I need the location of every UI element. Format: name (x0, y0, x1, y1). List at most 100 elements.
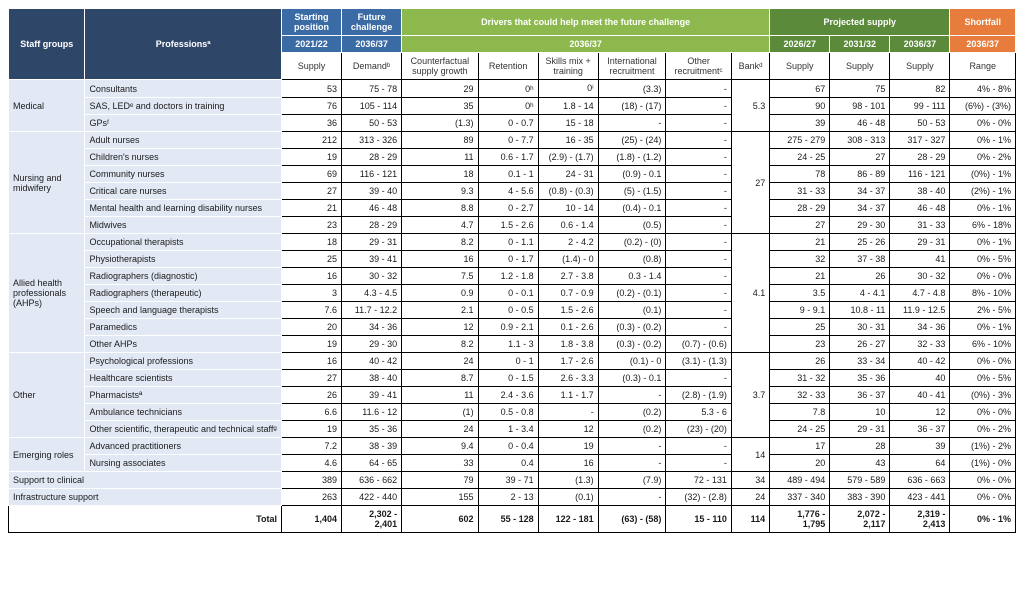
cell: 27 (282, 370, 342, 387)
cell: 0% - 2% (950, 421, 1016, 438)
sub-intl: International recruitment (598, 53, 666, 80)
table-row: OtherPsychological professions1640 - 422… (9, 353, 1016, 370)
cell: 29 - 31 (830, 421, 890, 438)
cell: 0% - 0% (950, 404, 1016, 421)
cell: 0 - 1 (478, 353, 538, 370)
cell: 18 (402, 166, 478, 183)
table-row: Other AHPs1929 - 308.21.1 - 31.8 - 3.8(0… (9, 336, 1016, 353)
cell: 114 (731, 506, 769, 533)
cell: 32 - 33 (890, 336, 950, 353)
cell: 43 (830, 455, 890, 472)
sub-supply: Supply (282, 53, 342, 80)
cell: 26 (770, 353, 830, 370)
cell: - (666, 268, 732, 285)
hdr-2021: 2021/22 (282, 36, 342, 53)
cell: 28 (830, 438, 890, 455)
cell: 23 (282, 217, 342, 234)
sub-supply31: Supply (830, 53, 890, 80)
cell: Radiographers (diagnostic) (85, 268, 282, 285)
cell: - (666, 132, 732, 149)
cell: 0ʰ (478, 80, 538, 98)
table-row: Children's nurses1928 - 29110.6 - 1.7(2.… (9, 149, 1016, 166)
cell: 4 - 4.1 (830, 285, 890, 302)
cell: 30 - 32 (342, 268, 402, 285)
cell: 2,072 - 2,117 (830, 506, 890, 533)
cell: 46 - 48 (342, 200, 402, 217)
cell: 11.7 - 12.2 (342, 302, 402, 319)
cell: (2.8) - (1.9) (666, 387, 732, 404)
cell: 0% - 5% (950, 251, 1016, 268)
cell: 7.8 (770, 404, 830, 421)
cell: 32 (770, 251, 830, 268)
group-cell: Allied health professionals (AHPs) (9, 234, 85, 353)
cell: 602 (402, 506, 478, 533)
cell: 24 - 25 (770, 421, 830, 438)
cell: Adult nurses (85, 132, 282, 149)
cell: 34 - 37 (830, 183, 890, 200)
cell: 0.6 - 1.7 (478, 149, 538, 166)
cell: (0.3) - 0.1 (598, 370, 666, 387)
cell: 16 - 35 (538, 132, 598, 149)
cell: (23) - (20) (666, 421, 732, 438)
cell: 1 - 3.4 (478, 421, 538, 438)
cell: 29 - 30 (342, 336, 402, 353)
cell: 579 - 589 (830, 472, 890, 489)
cell: - (666, 200, 732, 217)
cell: 317 - 327 (890, 132, 950, 149)
hdr-2036-drivers: 2036/37 (402, 36, 770, 53)
cell: 4.7 (402, 217, 478, 234)
cell: 33 - 34 (830, 353, 890, 370)
cell: Mental health and learning disability nu… (85, 200, 282, 217)
cell: 98 - 101 (830, 98, 890, 115)
bank-cell: 5.3 (731, 80, 769, 132)
cell: 636 - 662 (342, 472, 402, 489)
cell: Nursing associates (85, 455, 282, 472)
cell: (0%) - 3% (950, 387, 1016, 404)
hdr-2031: 2031/32 (830, 36, 890, 53)
cell: 12 (402, 319, 478, 336)
cell: (1.3) (402, 115, 478, 132)
cell: 1.5 - 2.6 (538, 302, 598, 319)
cell: Radiographers (therapeutic) (85, 285, 282, 302)
cell: 55 - 128 (478, 506, 538, 533)
cell: 18 (282, 234, 342, 251)
cell: 2.6 - 3.3 (538, 370, 598, 387)
hdr-staff-groups: Staff groups (9, 9, 85, 80)
cell: 19 (538, 438, 598, 455)
cell: 0 - 7.7 (478, 132, 538, 149)
cell: (25) - (24) (598, 132, 666, 149)
cell: 28 - 29 (770, 200, 830, 217)
cell: (0.1) - 0 (598, 353, 666, 370)
cell: Occupational therapists (85, 234, 282, 251)
cell: (0.2) - (0.1) (598, 285, 666, 302)
cell: 29 - 31 (342, 234, 402, 251)
cell: 39 - 71 (478, 472, 538, 489)
cell: 2% - 5% (950, 302, 1016, 319)
hdr-future: Future challenge (342, 9, 402, 36)
table-row: Midwives2328 - 294.71.5 - 2.60.6 - 1.4(0… (9, 217, 1016, 234)
cell: Physiotherapists (85, 251, 282, 268)
cell: Other scientific, therapeutic and techni… (85, 421, 282, 438)
cell: 1.1 - 1.7 (538, 387, 598, 404)
cell: 34 (731, 472, 769, 489)
cell: - (666, 149, 732, 166)
cell: 50 - 53 (890, 115, 950, 132)
table-row: Paramedics2034 - 36120.9 - 2.10.1 - 2.6(… (9, 319, 1016, 336)
cell: 10 (830, 404, 890, 421)
cell: 24 - 25 (770, 149, 830, 166)
cell: 27 (830, 149, 890, 166)
cell: Support to clinical (9, 472, 282, 489)
cell: 2 - 13 (478, 489, 538, 506)
cell: 67 (770, 80, 830, 98)
table-row: Allied health professionals (AHPs)Occupa… (9, 234, 1016, 251)
cell: 1.8 - 14 (538, 98, 598, 115)
cell: 76 (282, 98, 342, 115)
hdr-2036-supply: 2036/37 (890, 36, 950, 53)
cell: 0% - 2% (950, 149, 1016, 166)
cell: 3 (282, 285, 342, 302)
cell: (18) - (17) (598, 98, 666, 115)
cell: 1.2 - 1.8 (478, 268, 538, 285)
table-row: Critical care nurses2739 - 409.34 - 5.6(… (9, 183, 1016, 200)
table-row: Pharmacistsª2639 - 41112.4 - 3.61.1 - 1.… (9, 387, 1016, 404)
cell: 212 (282, 132, 342, 149)
